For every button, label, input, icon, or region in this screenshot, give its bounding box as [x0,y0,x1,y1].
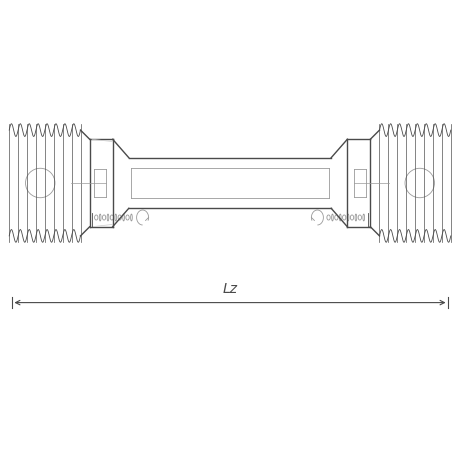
Text: Lz: Lz [222,282,237,296]
